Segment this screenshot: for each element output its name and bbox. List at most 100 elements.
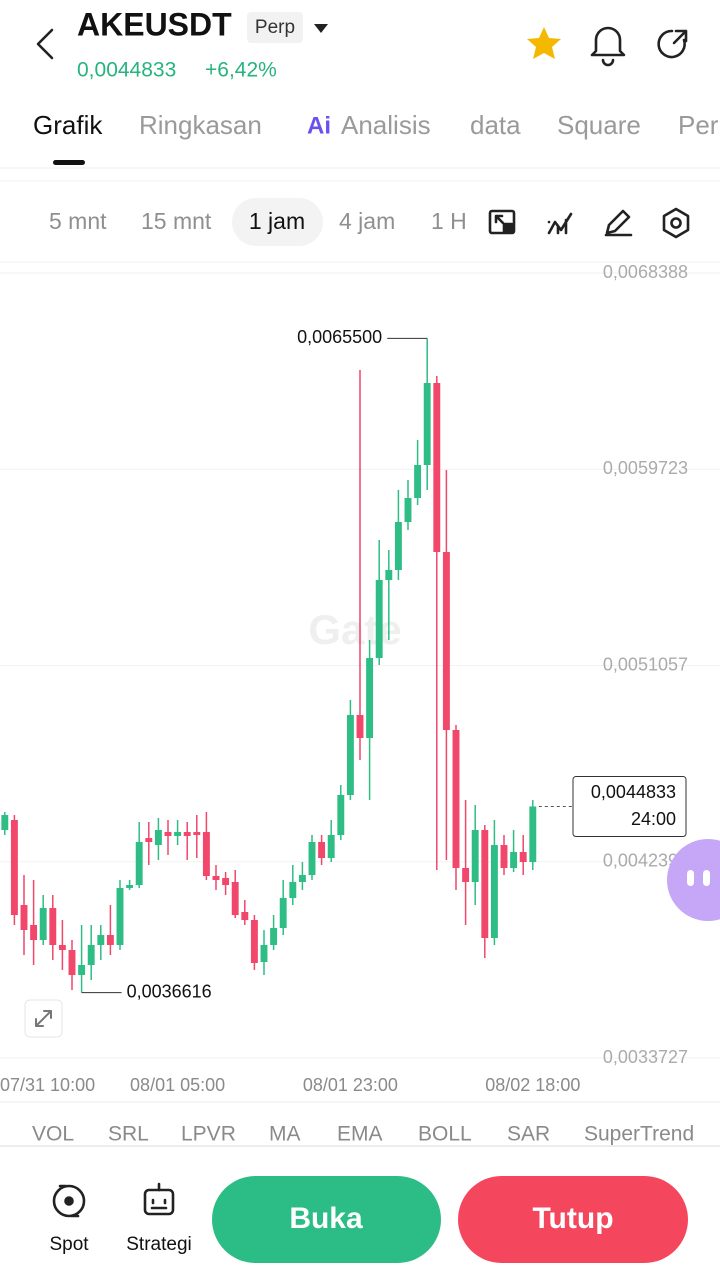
- tab[interactable]: Analisis: [341, 110, 431, 140]
- settings-icon[interactable]: [662, 207, 690, 239]
- candle-body: [500, 845, 508, 869]
- candle-body: [164, 832, 172, 837]
- plot: 0,0068388 0,0059723 0,0051057 0,0042392 0,00…: [0, 262, 720, 1095]
- dropdown[interactable]: [314, 24, 328, 33]
- candle-body: [68, 950, 76, 976]
- close-button[interactable]: [458, 1176, 688, 1263]
- interval[interactable]: 1 H: [431, 208, 467, 234]
- candle-body: [394, 522, 402, 571]
- candle-body: [1, 815, 9, 831]
- candle-body: [327, 835, 335, 859]
- interval[interactable]: 4 jam: [339, 208, 395, 234]
- high-label: 0,0065500: [297, 327, 382, 347]
- candle-body: [385, 570, 393, 581]
- candle-body: [442, 551, 450, 731]
- interval[interactable]: 1 jam: [249, 208, 305, 234]
- last-price-label: 0,0044833: [591, 782, 676, 802]
- candle-body: [135, 842, 143, 886]
- candle-body: [366, 658, 374, 739]
- y-tick-label: 0,0068388: [603, 262, 688, 282]
- x-tick-label: 08/01 23:00: [303, 1075, 398, 1095]
- candle-body: [404, 498, 412, 523]
- candle-body: [490, 845, 498, 939]
- candle-body: [318, 842, 326, 859]
- candle-body: [174, 832, 182, 837]
- tab[interactable]: Per: [678, 110, 719, 140]
- countdown: 24:00: [631, 809, 676, 829]
- back-button[interactable]: [36, 28, 54, 60]
- candle-body: [471, 830, 479, 883]
- candle-body: [519, 852, 527, 863]
- candle-body: [106, 935, 114, 946]
- candle-body: [414, 465, 422, 499]
- badge: Perp: [255, 17, 295, 38]
- candle-body: [126, 885, 134, 889]
- change: +6,42%: [205, 59, 277, 82]
- candle-body: [250, 920, 258, 964]
- indicator[interactable]: LPVR: [181, 1123, 236, 1146]
- share[interactable]: [657, 29, 688, 59]
- candle-body: [423, 383, 431, 466]
- favorite[interactable]: [527, 27, 561, 59]
- candle-body: [337, 795, 345, 836]
- candle-body: [193, 832, 201, 836]
- indicator[interactable]: SAR: [507, 1123, 550, 1146]
- interval[interactable]: 15 mnt: [141, 208, 212, 234]
- y-tick-label: 0,0033727: [603, 1047, 688, 1067]
- candle-body: [375, 580, 383, 659]
- assistant-eye: [687, 870, 694, 886]
- open-button[interactable]: [212, 1176, 441, 1263]
- candle-body: [49, 908, 57, 946]
- strategy-label[interactable]: Strategi: [126, 1234, 191, 1255]
- candle-body: [58, 945, 66, 951]
- candle-body: [481, 830, 489, 939]
- candle-body: [87, 945, 95, 966]
- candle-body: [145, 838, 153, 843]
- expand-icon: [35, 1010, 52, 1027]
- strategy-icon[interactable]: [143, 1182, 175, 1216]
- indicator[interactable]: SRL: [108, 1123, 149, 1146]
- settings-icon-core: [670, 217, 682, 229]
- tab[interactable]: Grafik: [33, 110, 103, 140]
- candle-body: [510, 852, 518, 869]
- candle-body: [212, 876, 220, 881]
- candle-body: [241, 912, 249, 921]
- indicator-icon[interactable]: [547, 212, 573, 235]
- candle-body: [279, 898, 287, 929]
- candle-body: [78, 965, 86, 976]
- y-tick-label: 0,0051057: [603, 654, 688, 674]
- indicator[interactable]: BOLL: [418, 1123, 472, 1146]
- y-tick-label: 0,0059723: [603, 458, 688, 478]
- indicator[interactable]: SuperTrend: [584, 1123, 694, 1146]
- tab[interactable]: Ringkasan: [139, 110, 262, 140]
- open-label: Buka: [289, 1202, 363, 1235]
- candle-body: [462, 868, 470, 883]
- candle-body: [202, 832, 210, 877]
- candle-body: [222, 878, 230, 886]
- spot-icon[interactable]: [52, 1184, 86, 1218]
- close-label: Tutup: [532, 1202, 613, 1235]
- indicator[interactable]: MA: [269, 1123, 301, 1146]
- candle-body: [154, 830, 162, 846]
- last-price-box: [572, 775, 687, 837]
- spot-label[interactable]: Spot: [49, 1234, 89, 1255]
- indicator[interactable]: VOL: [32, 1123, 74, 1146]
- tab[interactable]: Square: [557, 110, 641, 140]
- candle-body: [30, 925, 38, 941]
- symbol: AKEUSDT: [77, 6, 232, 42]
- tab[interactable]: data: [470, 110, 521, 140]
- x-tick-label: 07/31 10:00: [0, 1075, 95, 1095]
- x-tick-label: 08/01 05:00: [130, 1075, 225, 1095]
- draw-icon[interactable]: [604, 209, 633, 237]
- y-tick-label: 0,0042392: [603, 851, 688, 871]
- candle-body: [116, 888, 124, 946]
- watermark: Gate: [308, 606, 401, 653]
- alert[interactable]: [590, 26, 626, 67]
- interval[interactable]: 5 mnt: [49, 208, 107, 234]
- ai-badge: Ai: [307, 112, 331, 139]
- fullscreen-icon[interactable]: [488, 209, 516, 235]
- price: 0,0044833: [77, 59, 176, 82]
- candle-body: [10, 820, 18, 916]
- indicator[interactable]: EMA: [337, 1123, 383, 1146]
